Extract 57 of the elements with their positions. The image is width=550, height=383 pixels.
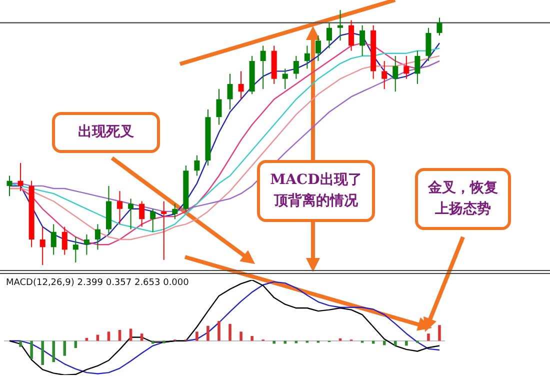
candlestick xyxy=(128,198,134,230)
candlestick xyxy=(315,35,321,62)
candlestick xyxy=(392,55,398,92)
candlestick xyxy=(338,10,344,42)
bar xyxy=(52,340,55,362)
bar xyxy=(30,340,33,359)
candlestick xyxy=(72,236,78,263)
candlestick xyxy=(216,88,222,126)
bar xyxy=(338,338,342,341)
candlestick xyxy=(18,162,24,192)
candlestick xyxy=(50,224,56,256)
bar xyxy=(41,340,44,365)
candlestick xyxy=(348,20,354,52)
candlestick xyxy=(436,17,442,36)
candlestick xyxy=(382,60,388,90)
candlestick xyxy=(40,226,46,266)
candlestick xyxy=(194,154,200,176)
bar xyxy=(427,334,430,341)
bar xyxy=(206,326,210,341)
candlestick xyxy=(117,190,123,225)
bar xyxy=(405,340,408,346)
candlestick xyxy=(139,200,145,228)
bar xyxy=(218,321,220,341)
candlestick xyxy=(150,208,156,232)
candlestick xyxy=(238,70,244,100)
bar xyxy=(107,332,110,341)
bar xyxy=(196,332,198,341)
candlestick xyxy=(282,68,288,90)
bar xyxy=(394,340,397,346)
bar xyxy=(438,325,441,341)
candlestick xyxy=(326,22,332,49)
candlestick xyxy=(172,203,178,220)
bar xyxy=(129,328,132,341)
candlestick xyxy=(293,55,299,80)
bar xyxy=(96,334,100,341)
annotation: MACD(12,26,9) 2.399 0.357 2.653 0.000 xyxy=(6,278,189,288)
candlestick xyxy=(6,175,12,197)
candlestick xyxy=(404,55,410,80)
bar xyxy=(250,336,254,341)
candlestick xyxy=(161,200,167,260)
candlestick xyxy=(84,234,90,256)
candlestick xyxy=(62,226,68,256)
candlestick xyxy=(304,45,310,70)
bar xyxy=(85,338,88,341)
bar xyxy=(118,330,122,341)
bar xyxy=(140,334,144,341)
bar xyxy=(272,340,276,344)
bar xyxy=(240,332,242,341)
candlestick xyxy=(426,27,432,62)
candlestick xyxy=(360,24,366,56)
bar xyxy=(228,324,232,341)
candlestick xyxy=(227,73,233,110)
candlestick xyxy=(414,50,420,84)
bar xyxy=(19,340,22,347)
bar xyxy=(63,340,66,356)
candlestick xyxy=(260,45,266,90)
candlestick xyxy=(94,224,100,250)
